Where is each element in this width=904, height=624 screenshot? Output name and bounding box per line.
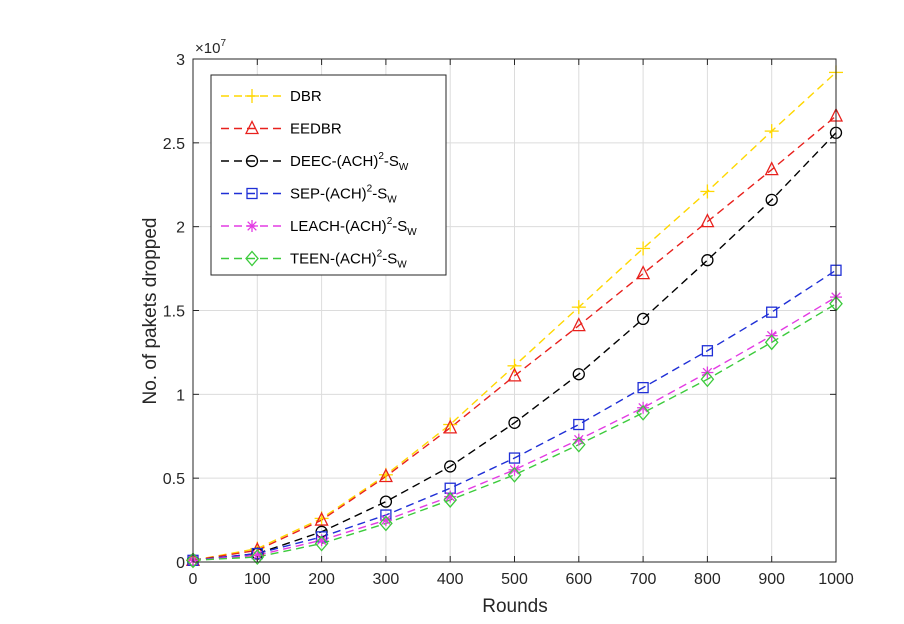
legend-marker: [245, 154, 259, 168]
series-line-1: [192, 115, 837, 562]
data-point: [443, 491, 458, 508]
data-point: [508, 463, 521, 476]
data-point: [636, 404, 650, 421]
y-tick-label: 1.5: [163, 304, 185, 321]
data-point: [572, 433, 585, 446]
legend-item: DBR: [221, 88, 322, 105]
legend-marker: [244, 120, 260, 135]
data-point: [636, 265, 651, 280]
data-point: [636, 241, 651, 256]
legend-box: [210, 74, 447, 276]
data-point: [379, 515, 393, 532]
legend-label: TEEN-(ACH)2-SW: [290, 249, 407, 271]
y-axis-ticks: 0 0.5 1 1.5 2 2.5 3: [163, 52, 836, 572]
x-tick-label: 100: [244, 571, 271, 588]
y-multiplier: ×107: [195, 38, 226, 57]
x-tick-label: 800: [694, 571, 721, 588]
legend: DBR EEDBR DEEC-(ACH)2-SW SEP-(ACH)2-SW LEACH…: [210, 74, 447, 276]
data-point: [701, 345, 714, 357]
data-point: [508, 416, 521, 429]
legend-item: SEP-(ACH)2-SW: [221, 184, 397, 206]
x-tick-label: 400: [437, 571, 464, 588]
legend-item: DEEC-(ACH)2-SW: [221, 151, 409, 173]
data-point: [571, 300, 586, 315]
legend-label: SEP-(ACH)2-SW: [290, 184, 397, 206]
y-tick-label: 3: [176, 52, 185, 69]
x-tick-label: 0: [189, 571, 198, 588]
x-axis-ticks: 0 100 200 300 400 500 600 700 800 900 1000: [189, 59, 854, 588]
legend-label: EEDBR: [290, 121, 342, 138]
data-point: [700, 184, 715, 199]
legend-item: TEEN-(ACH)2-SW: [221, 249, 407, 271]
y-tick-label: 0: [176, 555, 185, 572]
y-tick-label: 2.5: [163, 136, 185, 153]
data-point: [250, 548, 265, 565]
series-markers: [185, 65, 844, 569]
legend-marker: [246, 220, 258, 232]
legend-label: LEACH-(ACH)2-SW: [290, 216, 417, 238]
data-point: [573, 418, 585, 431]
y-axis-label: No. of pakets dropped: [140, 218, 161, 405]
x-tick-label: 600: [565, 571, 592, 588]
data-point: [186, 552, 200, 569]
data-point: [443, 419, 458, 434]
data-point: [507, 358, 522, 373]
series-line-4: [192, 296, 837, 562]
x-tick-label: 300: [373, 571, 400, 588]
data-point: [765, 193, 778, 206]
y-tick-label: 2: [176, 220, 185, 237]
data-point: [507, 367, 522, 382]
series-line-3: [192, 269, 837, 562]
data-point: [315, 534, 328, 547]
x-tick-label: 900: [758, 571, 785, 588]
data-point: [701, 254, 714, 267]
x-tick-label: 1000: [818, 571, 854, 588]
data-point: [444, 460, 457, 473]
data-point: [764, 334, 779, 351]
series-line-5: [192, 303, 837, 562]
legend-label: DEEC-(ACH)2-SW: [290, 151, 409, 173]
x-tick-label: 500: [501, 571, 528, 588]
data-point: [636, 312, 650, 326]
x-axis-label: Rounds: [482, 596, 548, 617]
legend-marker: [246, 187, 258, 200]
data-point: [572, 368, 585, 381]
data-point: [764, 161, 779, 176]
data-point: [700, 371, 715, 388]
data-point: [700, 213, 715, 228]
legend-item: LEACH-(ACH)2-SW: [221, 216, 417, 238]
data-point: [314, 511, 329, 526]
data-point: [314, 535, 329, 552]
legend-marker: [245, 250, 259, 267]
data-point: [571, 317, 586, 332]
data-point: [637, 401, 650, 414]
data-point: [507, 466, 522, 483]
legend-label: DBR: [290, 88, 322, 105]
x-tick-label: 200: [308, 571, 335, 588]
y-tick-label: 0.5: [163, 471, 185, 488]
data-point: [379, 495, 393, 508]
data-point: [378, 468, 393, 483]
data-point: [764, 124, 779, 139]
y-tick-label: 1: [176, 387, 185, 404]
data-point: [766, 306, 778, 318]
data-point: [508, 452, 521, 464]
legend-item: EEDBR: [221, 120, 342, 138]
x-tick-label: 700: [630, 571, 657, 588]
data-point: [571, 436, 586, 453]
data-point: [637, 381, 649, 394]
legend-marker: [245, 89, 259, 103]
series-line-2: [192, 132, 837, 562]
